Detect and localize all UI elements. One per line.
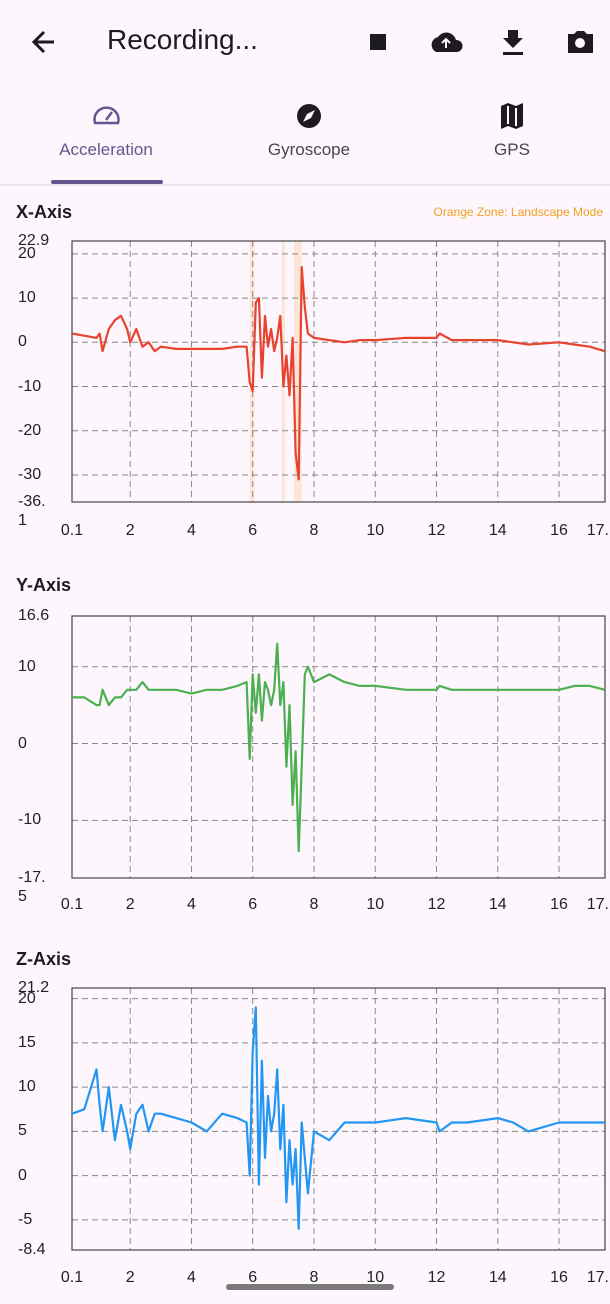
x-tick-label: 0.1	[61, 896, 83, 913]
landscape-zone	[249, 241, 255, 502]
x-tick-label: 2	[126, 896, 135, 913]
plot-border	[71, 615, 606, 879]
chart-title: Y-Axis	[16, 575, 71, 595]
home-bar	[226, 1284, 394, 1290]
y-tick-label: -20	[18, 421, 42, 439]
y-tick-label: 0	[18, 333, 27, 351]
y-tick-label: 10	[18, 1078, 36, 1096]
upload-arrow	[441, 37, 451, 48]
data-line	[71, 1006, 605, 1230]
y-tick-label: -17.5	[18, 869, 46, 905]
map-folds	[507, 106, 517, 126]
data-line	[72, 642, 606, 853]
tab-label[interactable]: GPS	[494, 140, 530, 159]
y-tick-label: 20	[18, 989, 36, 1007]
download-icon[interactable]	[503, 30, 523, 55]
app-title: Recording...	[107, 24, 258, 55]
map-icon	[501, 103, 523, 129]
landscape-zone	[294, 241, 302, 502]
y-tick-label: 16.6	[18, 607, 50, 624]
y-tick-label: -30	[18, 466, 42, 483]
x-tick-label: 17.	[587, 1269, 609, 1286]
plot-border	[71, 987, 606, 1251]
x-tick-label: 10	[366, 1269, 384, 1286]
x-tick-label: 10	[366, 522, 384, 539]
y-tick-label: 20	[18, 244, 36, 262]
x-tick-label: 17.	[587, 896, 609, 913]
chart-title: X-Axis	[16, 202, 72, 222]
y-tick-label: 15	[18, 1033, 36, 1051]
x-tick-label: 4	[187, 522, 196, 539]
x-tick-label: 0.1	[61, 522, 83, 539]
tab-indicator	[51, 180, 163, 184]
x-tick-label: 12	[428, 896, 446, 913]
x-tick-label: 6	[248, 522, 257, 539]
y-tick-label: -5	[18, 1210, 33, 1228]
x-tick-label: 14	[489, 1269, 507, 1286]
x-tick-label: 10	[366, 896, 384, 913]
tab-label[interactable]: Acceleration	[59, 140, 153, 159]
x-tick-label: 14	[489, 896, 507, 913]
y-tick-label: 5	[18, 1122, 27, 1140]
x-tick-label: 8	[310, 896, 319, 913]
chart-title: Z-Axis	[16, 949, 71, 969]
compass-needle	[303, 110, 315, 122]
y-tick-label: 10	[18, 657, 36, 675]
speed-icon	[93, 106, 120, 125]
y-tick-label: 22.9	[18, 232, 50, 249]
camera-lens	[575, 38, 585, 48]
data-line	[71, 266, 606, 481]
x-tick-label: 8	[310, 522, 319, 539]
y-tick-label: 21.2	[18, 979, 50, 996]
speed-needle	[105, 111, 113, 121]
y-tick-label: -8.4	[18, 1241, 46, 1258]
x-tick-label: 12	[428, 1269, 446, 1286]
x-tick-label: 6	[248, 896, 257, 913]
x-tick-label: 4	[187, 896, 196, 913]
stop-icon[interactable]	[370, 34, 386, 50]
x-tick-label: 16	[550, 1269, 568, 1286]
upload-icon[interactable]	[431, 32, 463, 52]
y-tick-label: -10	[18, 377, 42, 395]
y-tick-label: 0	[18, 734, 27, 752]
x-tick-label: 8	[310, 1269, 319, 1286]
x-tick-label: 2	[126, 1269, 135, 1286]
back-icon[interactable]	[31, 30, 54, 54]
plot-border	[71, 240, 606, 503]
x-tick-label: 12	[428, 522, 446, 539]
x-tick-label: 4	[187, 1269, 196, 1286]
y-tick-label: 0	[18, 1166, 27, 1184]
x-tick-label: 6	[248, 1269, 257, 1286]
x-tick-label: 16	[550, 896, 568, 913]
x-tick-label: 14	[489, 522, 507, 539]
y-tick-label: -36.1	[18, 493, 46, 529]
annotation: Orange Zone: Landscape Mode	[434, 205, 604, 219]
x-tick-label: 2	[126, 522, 135, 539]
y-tick-label: 10	[18, 289, 36, 307]
x-tick-label: 17.	[587, 522, 609, 539]
x-tick-label: 0.1	[61, 1269, 83, 1286]
tab-label[interactable]: Gyroscope	[267, 140, 351, 159]
x-tick-label: 16	[550, 522, 568, 539]
y-tick-label: -10	[18, 811, 42, 829]
